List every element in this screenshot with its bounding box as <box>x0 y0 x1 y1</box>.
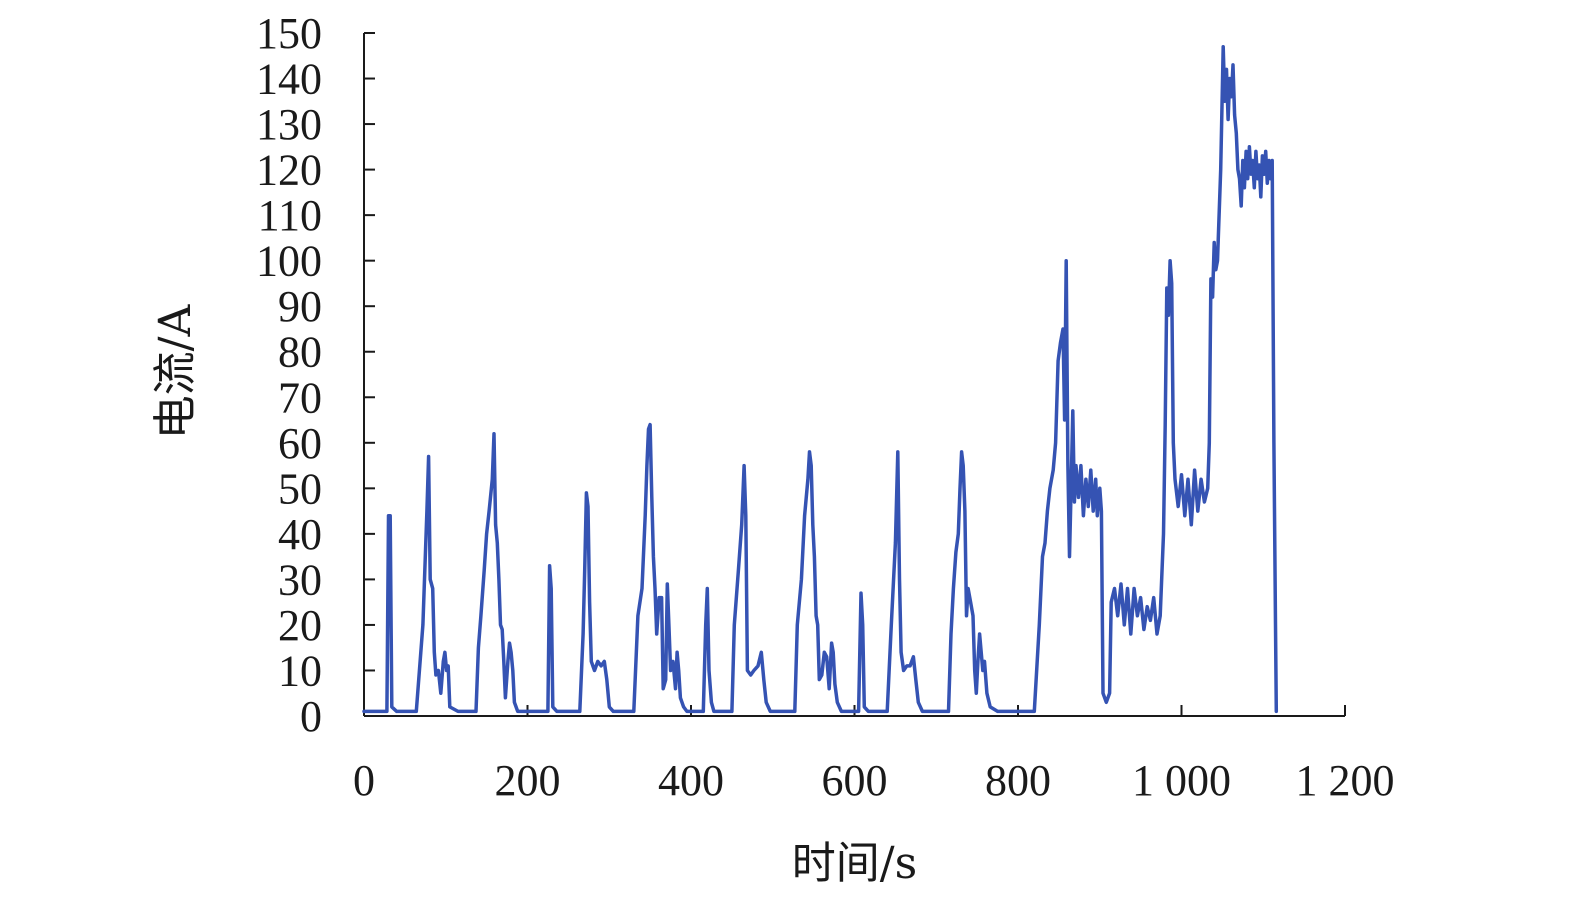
y-tick-label: 80 <box>278 328 322 377</box>
x-axis-ticks: 0 200 400 600 800 1 000 1 200 <box>353 705 1395 805</box>
series-group <box>362 44 1279 714</box>
y-tick-label: 40 <box>278 510 322 559</box>
y-tick-label: 70 <box>278 373 322 422</box>
x-tick-label: 0 <box>353 756 375 805</box>
x-tick-label: 1 200 <box>1296 756 1395 805</box>
y-tick-label: 120 <box>256 146 322 195</box>
y-tick-label: 90 <box>278 282 322 331</box>
y-tick-label: 150 <box>256 9 322 58</box>
x-tick-label: 600 <box>822 756 888 805</box>
y-tick-label: 50 <box>278 464 322 513</box>
x-tick-label: 200 <box>495 756 561 805</box>
x-axis-title: 时间/s <box>792 838 917 889</box>
y-tick-label: 10 <box>278 646 322 695</box>
y-tick-label: 20 <box>278 601 322 650</box>
series-line <box>362 44 1279 714</box>
y-tick-label: 100 <box>256 237 322 286</box>
x-tick-label: 800 <box>985 756 1051 805</box>
y-tick-label: 110 <box>258 191 322 240</box>
y-tick-label: 60 <box>278 419 322 468</box>
y-tick-label: 130 <box>256 100 322 149</box>
y-tick-label: 30 <box>278 555 322 604</box>
x-tick-label: 400 <box>658 756 724 805</box>
y-tick-label: 0 <box>300 692 322 741</box>
x-tick-label: 1 000 <box>1132 756 1231 805</box>
y-tick-label: 140 <box>256 55 322 104</box>
axes <box>363 33 1345 717</box>
y-axis-title: 电流/A <box>150 303 201 439</box>
